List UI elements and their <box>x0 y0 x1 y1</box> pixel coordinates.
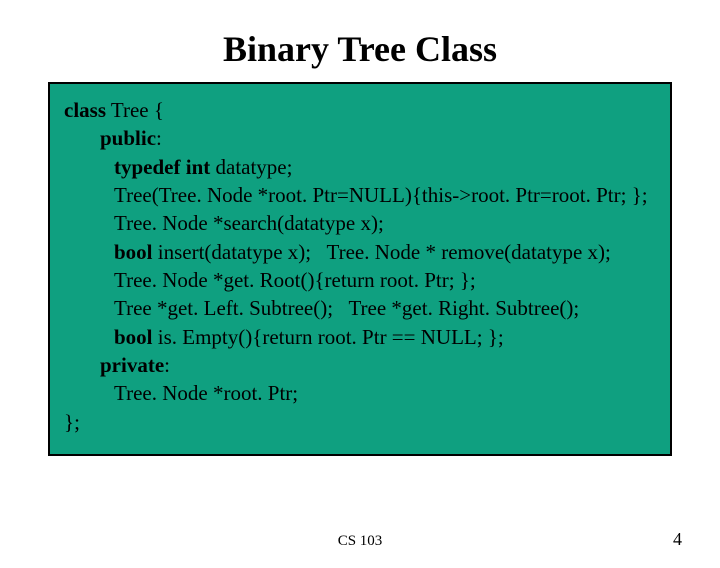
code-line-2: public: <box>64 124 656 152</box>
code-line-5: Tree. Node *search(datatype x); <box>64 209 656 237</box>
code-line-1: class Tree { <box>64 96 656 124</box>
code-line-3: typedef int datatype; <box>64 153 656 181</box>
code-line-7: Tree. Node *get. Root(){return root. Ptr… <box>64 266 656 294</box>
keyword: class <box>64 98 106 122</box>
code-text: insert(datatype x); Tree. Node * remove(… <box>153 240 611 264</box>
code-text: Tree { <box>106 98 164 122</box>
code-line-10: private: <box>64 351 656 379</box>
code-line-11: Tree. Node *root. Ptr; <box>64 379 656 407</box>
keyword: bool <box>114 240 153 264</box>
code-line-4: Tree(Tree. Node *root. Ptr=NULL){this->r… <box>64 181 656 209</box>
code-text: datatype; <box>210 155 292 179</box>
code-line-9: bool is. Empty(){return root. Ptr == NUL… <box>64 323 656 351</box>
keyword: typedef int <box>114 155 210 179</box>
code-text: is. Empty(){return root. Ptr == NULL; }; <box>153 325 504 349</box>
keyword: public <box>100 126 156 150</box>
keyword: bool <box>114 325 153 349</box>
code-text: : <box>156 126 162 150</box>
code-box: class Tree { public: typedef int datatyp… <box>48 82 672 456</box>
keyword: private <box>100 353 164 377</box>
code-text: : <box>164 353 170 377</box>
footer-course: CS 103 <box>338 533 383 550</box>
code-line-6: bool insert(datatype x); Tree. Node * re… <box>64 238 656 266</box>
code-line-12: }; <box>64 408 656 436</box>
slide-title: Binary Tree Class <box>0 28 720 70</box>
code-line-8: Tree *get. Left. Subtree(); Tree *get. R… <box>64 294 656 322</box>
